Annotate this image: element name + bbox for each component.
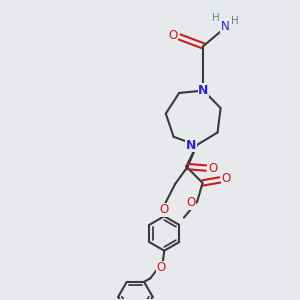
Text: O: O bbox=[160, 203, 169, 216]
Text: O: O bbox=[208, 162, 217, 175]
Text: O: O bbox=[186, 196, 195, 209]
Text: N: N bbox=[186, 139, 196, 152]
Text: O: O bbox=[157, 261, 166, 274]
Text: N: N bbox=[198, 84, 209, 97]
Text: H: H bbox=[212, 13, 220, 23]
Text: H: H bbox=[231, 16, 239, 26]
Text: O: O bbox=[169, 29, 178, 42]
Text: O: O bbox=[222, 172, 231, 185]
Text: N: N bbox=[221, 20, 230, 33]
